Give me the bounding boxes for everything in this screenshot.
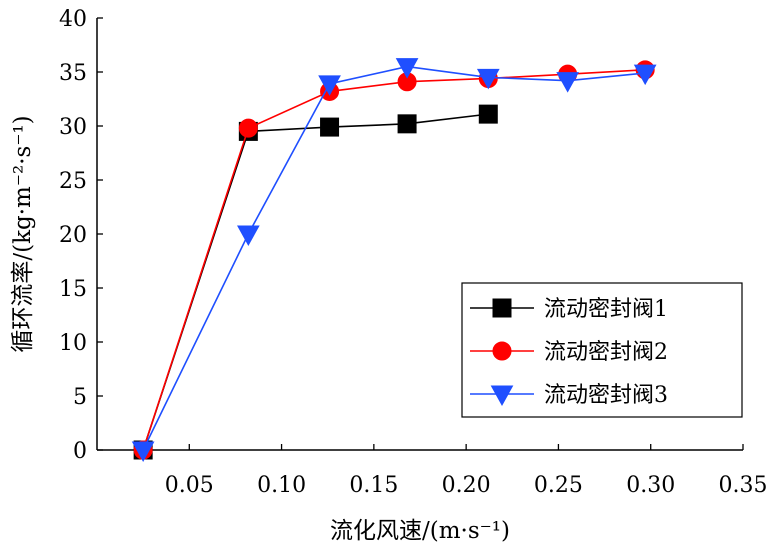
y-tick-label: 35 (59, 61, 87, 86)
legend: 流动密封阀1 流动密封阀2 流动密封阀3 (461, 282, 743, 418)
data-point (476, 68, 500, 90)
series-line (142, 113, 489, 451)
data-point (237, 225, 260, 247)
legend-label: 流动密封阀3 (544, 383, 668, 408)
data-point (397, 114, 417, 134)
y-tick-label: 25 (59, 169, 87, 194)
x-tick-label: 0.25 (534, 473, 583, 498)
series-layer (131, 58, 657, 463)
data-point (478, 104, 498, 124)
legend-label: 流动密封阀2 (544, 340, 668, 365)
x-tick-label: 0.15 (349, 473, 398, 498)
data-point (320, 117, 340, 137)
data-point (395, 58, 419, 79)
series-1 (133, 104, 498, 460)
series-3 (131, 58, 657, 463)
x-ticks: 0.05 0.10 0.15 0.20 0.25 0.30 0.35 (165, 444, 767, 498)
y-tick-label: 10 (59, 331, 87, 356)
legend-marker (492, 341, 512, 361)
x-tick-label: 0.05 (165, 473, 214, 498)
y-tick-label: 0 (73, 439, 87, 464)
legend-entry: 流动密封阀2 (470, 340, 668, 365)
data-point (238, 118, 258, 138)
legend-marker (490, 385, 514, 407)
x-tick-label: 0.30 (626, 473, 675, 498)
legend-entry: 流动密封阀1 (470, 297, 668, 322)
y-tick-label: 20 (59, 223, 87, 248)
x-tick-label: 0.10 (257, 473, 306, 498)
y-tick-label: 40 (59, 7, 87, 32)
data-point (318, 75, 341, 96)
x-axis-title: 流化风速/(m·s⁻¹) (330, 518, 510, 544)
legend-entry: 流动密封阀3 (470, 383, 668, 408)
y-tick-label: 15 (59, 277, 87, 302)
legend-marker (492, 298, 512, 318)
x-tick-label: 0.35 (719, 473, 767, 498)
x-tick-label: 0.20 (442, 473, 491, 498)
y-axis-title: 循环流率/(kg·m⁻²·s⁻¹) (10, 115, 36, 352)
y-tick-label: 5 (73, 385, 87, 410)
data-point (131, 441, 155, 463)
data-point (633, 64, 657, 86)
data-point (556, 72, 580, 93)
y-ticks: 0 5 10 15 20 25 30 35 40 (59, 7, 103, 464)
legend-label: 流动密封阀1 (544, 297, 668, 322)
y-tick-label: 30 (59, 115, 87, 140)
